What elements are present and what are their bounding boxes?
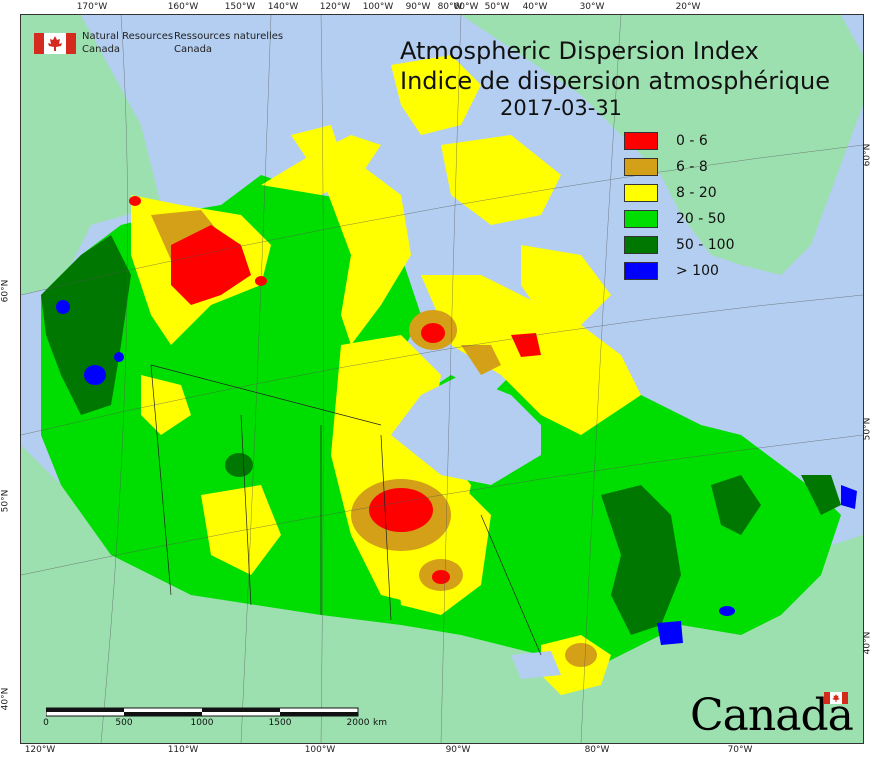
top-tick-label: 170°W bbox=[76, 2, 108, 12]
top-tick-label: 40°W bbox=[522, 2, 548, 12]
region-labrador bbox=[711, 475, 761, 535]
scale-bar-graphic bbox=[45, 707, 359, 717]
region-orange-6 bbox=[565, 643, 597, 667]
graticule bbox=[21, 15, 863, 743]
usa bbox=[21, 445, 863, 743]
legend-label: 6 - 8 bbox=[676, 159, 708, 175]
region-prairies bbox=[201, 485, 281, 575]
region-blue-2 bbox=[84, 365, 106, 385]
agency-name-fr: Ressources naturelles Canada bbox=[174, 30, 283, 56]
agency-en-line1: Natural Resources bbox=[82, 31, 174, 42]
alaska bbox=[21, 15, 161, 295]
legend-label: 50 - 100 bbox=[676, 237, 735, 253]
region-red-5 bbox=[129, 196, 141, 206]
hudson-bay bbox=[391, 375, 541, 485]
legend-swatch bbox=[624, 158, 658, 176]
region-dark-spot bbox=[225, 453, 253, 477]
arctic-island-baffin bbox=[521, 245, 611, 325]
arctic-island-4 bbox=[291, 125, 341, 165]
region-bc-coast bbox=[41, 235, 131, 415]
top-tick-label: 150°W bbox=[224, 2, 256, 12]
province-borders bbox=[150, 364, 542, 656]
top-tick-label: 60°W bbox=[453, 2, 479, 12]
agency-fr-line2: Canada bbox=[174, 44, 213, 55]
top-tick-label: 90°W bbox=[405, 2, 431, 12]
region-nunavut-west bbox=[321, 165, 411, 345]
legend-swatch bbox=[624, 132, 658, 150]
top-tick-label: 120°W bbox=[319, 2, 351, 12]
bottom-tick-label: 70°W bbox=[727, 745, 753, 755]
scale-label: 1500 bbox=[268, 718, 292, 728]
bottom-tick-label: 100°W bbox=[304, 745, 336, 755]
scale-label: 2000 bbox=[346, 718, 370, 728]
top-tick-label: 160°W bbox=[167, 2, 199, 12]
scale-label: 500 bbox=[115, 718, 133, 728]
title-french: Indice de dispersion atmosphérique bbox=[400, 67, 831, 95]
bottom-tick-label: 80°W bbox=[584, 745, 610, 755]
map-canvas[interactable] bbox=[20, 14, 864, 744]
left-tick-label: 60°N bbox=[0, 279, 11, 303]
bottom-tick-label: 120°W bbox=[24, 745, 56, 755]
scale-label: 0 bbox=[43, 718, 49, 728]
region-blue-4 bbox=[657, 621, 683, 645]
scale-unit: km bbox=[373, 718, 387, 728]
arctic-island-1 bbox=[261, 135, 381, 195]
agency-fr-line1: Ressources naturelles bbox=[174, 31, 284, 42]
legend-label: 8 - 20 bbox=[676, 185, 717, 201]
wordmark-flag-icon bbox=[824, 692, 848, 704]
right-tick-label: 50°N bbox=[862, 417, 873, 441]
region-red-2 bbox=[421, 323, 445, 343]
agency-name-en: Natural Resources Canada bbox=[82, 30, 173, 56]
scale-bar: 0 500 1000 1500 2000 km bbox=[43, 704, 387, 728]
map-titles: Atmospheric Dispersion Index Indice de d… bbox=[400, 36, 860, 96]
top-tick-label: 20°W bbox=[675, 2, 701, 12]
legend-swatch bbox=[624, 236, 658, 254]
legend-swatch bbox=[624, 184, 658, 202]
region-blue-5 bbox=[841, 485, 857, 509]
great-lakes bbox=[511, 651, 561, 679]
region-red-yukon bbox=[171, 225, 251, 305]
legend-label: 0 - 6 bbox=[676, 133, 708, 149]
top-tick-label: 50°W bbox=[484, 2, 510, 12]
canada-flag-icon bbox=[34, 33, 76, 54]
region-red-hudson bbox=[369, 488, 433, 532]
scale-label: 1000 bbox=[190, 718, 214, 728]
top-tick-label: 30°W bbox=[579, 2, 605, 12]
region-red-3 bbox=[511, 333, 541, 357]
dispersion-map bbox=[21, 15, 863, 743]
map-date: 2017-03-31 bbox=[500, 96, 623, 120]
left-tick-label: 50°N bbox=[0, 489, 11, 513]
region-red-4 bbox=[432, 570, 450, 584]
top-tick-label: 140°W bbox=[267, 2, 299, 12]
top-tick-label: 80°W bbox=[437, 2, 463, 12]
top-tick-label: 100°W bbox=[362, 2, 394, 12]
legend-swatch bbox=[624, 210, 658, 228]
region-quebec bbox=[601, 485, 681, 635]
greenland bbox=[461, 15, 863, 275]
region-orange-5 bbox=[461, 345, 501, 375]
legend-swatch bbox=[624, 262, 658, 280]
title-english: Atmospheric Dispersion Index bbox=[400, 37, 759, 65]
region-blue-6 bbox=[719, 606, 735, 616]
bottom-tick-label: 110°W bbox=[167, 745, 199, 755]
region-newfoundland bbox=[801, 475, 841, 515]
region-blue-1 bbox=[56, 300, 70, 314]
legend-label: 20 - 50 bbox=[676, 211, 726, 227]
left-tick-label: 40°N bbox=[0, 687, 11, 711]
right-tick-label: 60°N bbox=[862, 143, 873, 167]
right-tick-label: 40°N bbox=[862, 631, 873, 655]
legend-label: > 100 bbox=[676, 263, 719, 279]
bottom-tick-label: 90°W bbox=[445, 745, 471, 755]
region-blue-3 bbox=[114, 352, 124, 362]
agency-en-line2: Canada bbox=[82, 44, 121, 55]
arctic-island-2 bbox=[391, 55, 481, 135]
